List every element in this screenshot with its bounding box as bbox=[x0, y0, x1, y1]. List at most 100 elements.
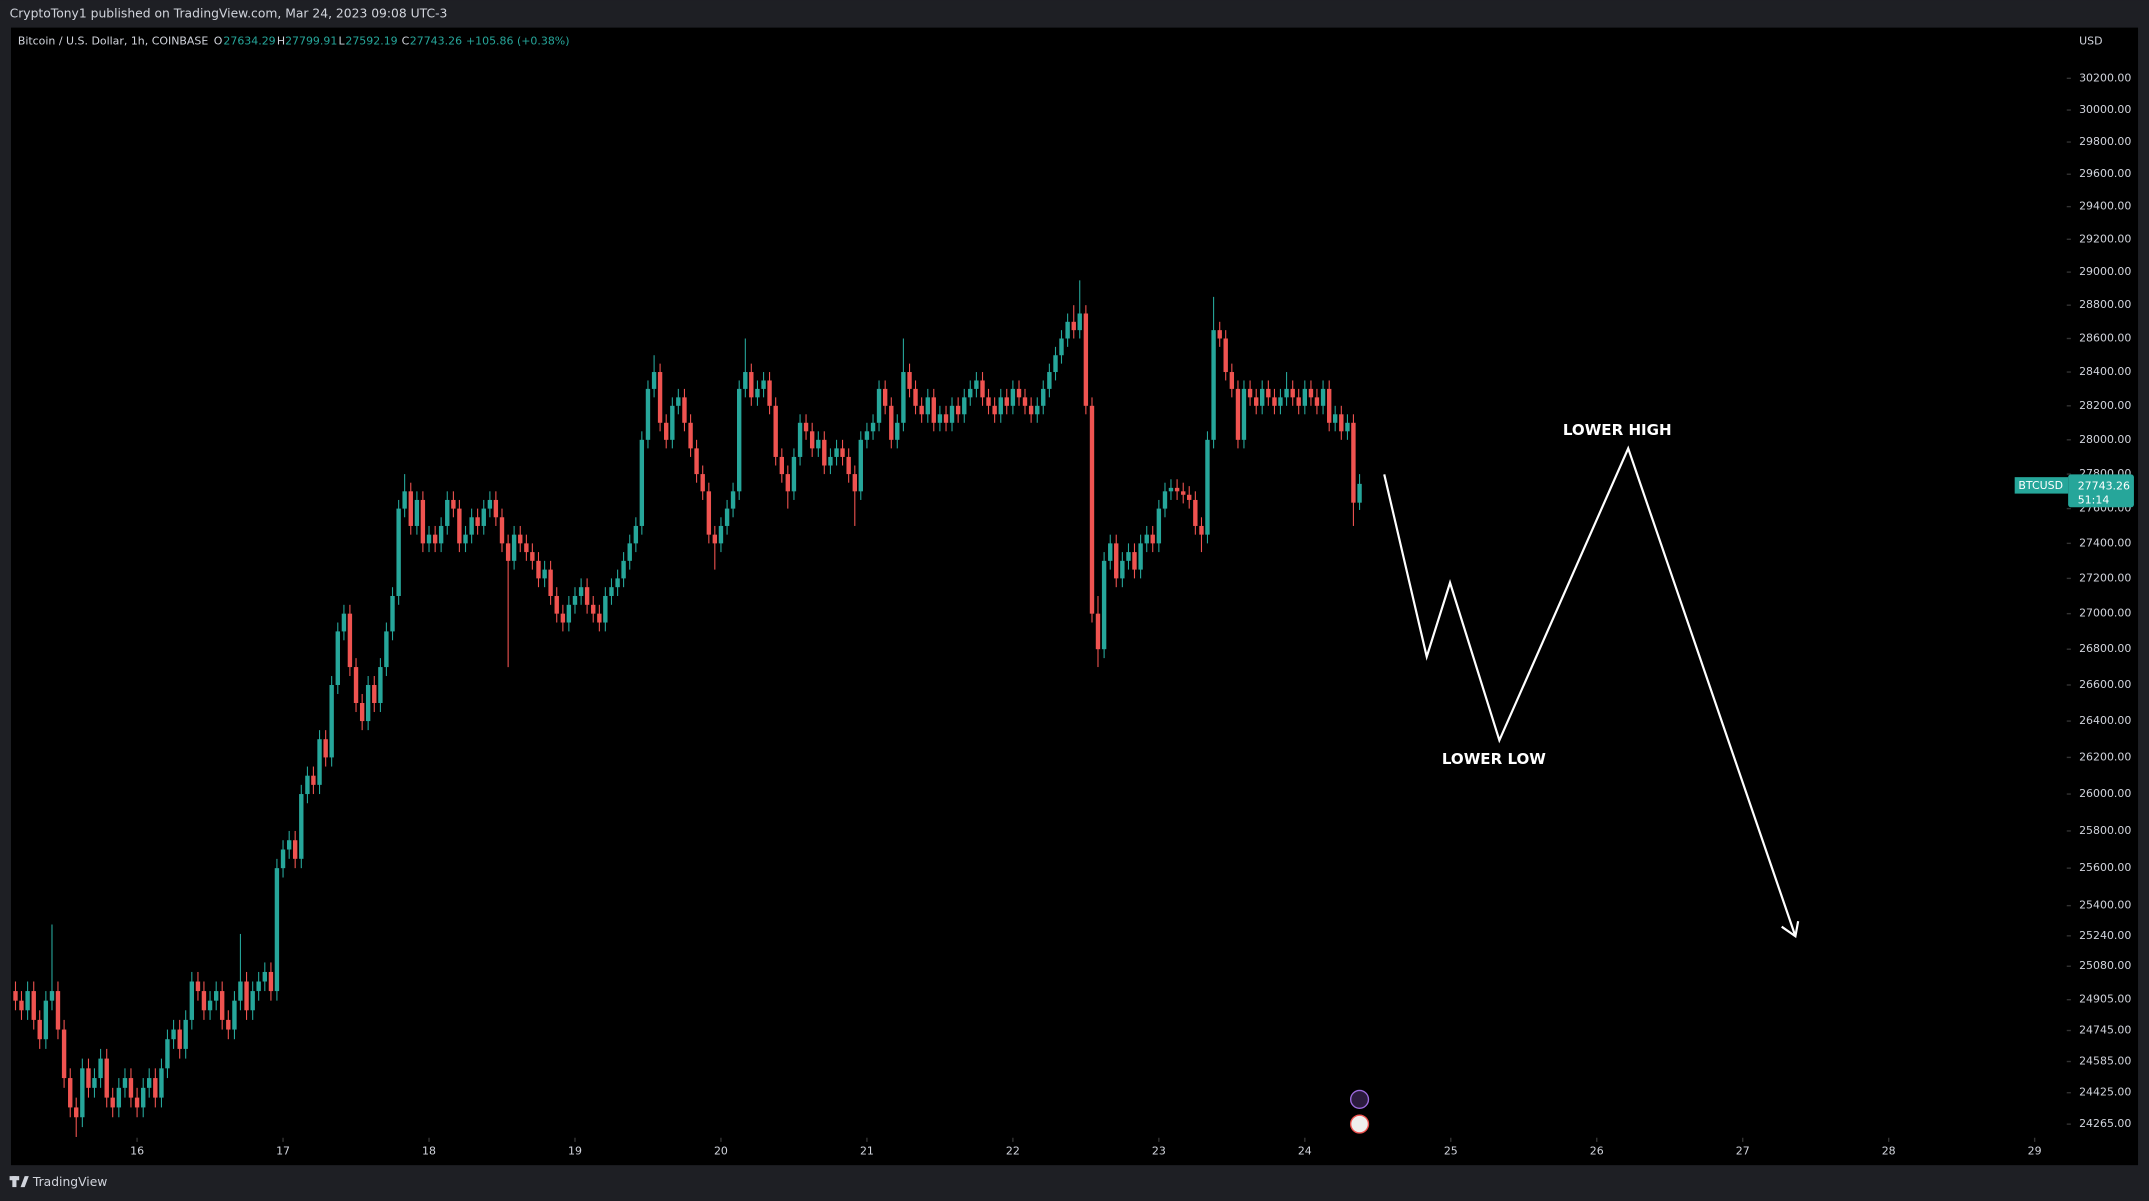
candle-body bbox=[493, 499, 499, 518]
y-tick-label: 26600.00 bbox=[2079, 678, 2131, 691]
y-tick-label: 27400.00 bbox=[2079, 536, 2131, 549]
event-icon[interactable] bbox=[1349, 1114, 1370, 1134]
y-tick-label: 30000.00 bbox=[2079, 103, 2131, 116]
candle-body bbox=[1260, 388, 1265, 406]
candle-body bbox=[755, 388, 760, 398]
candle-body bbox=[329, 684, 334, 758]
candle-body bbox=[232, 1000, 237, 1030]
candles bbox=[13, 280, 1362, 1137]
candle-body bbox=[651, 372, 657, 389]
y-tick-label: 30200.00 bbox=[2079, 71, 2131, 84]
candle-body bbox=[907, 372, 912, 389]
candle-body bbox=[572, 595, 578, 605]
candle-body bbox=[1065, 321, 1070, 339]
candle-body bbox=[299, 794, 304, 859]
low-label: L bbox=[339, 34, 346, 47]
candle-body bbox=[116, 1087, 122, 1108]
candle-body bbox=[980, 380, 985, 398]
y-tick-label: 24265.00 bbox=[2079, 1117, 2131, 1130]
candle-body bbox=[499, 517, 505, 544]
x-tick-label: 24 bbox=[1298, 1144, 1312, 1157]
candle-body bbox=[779, 456, 785, 475]
currency: USD bbox=[2079, 34, 2102, 47]
candle-body bbox=[627, 543, 632, 561]
candle-body bbox=[578, 587, 584, 596]
candle-body bbox=[1028, 405, 1034, 415]
price-tag-value: 27743.26 bbox=[2078, 480, 2130, 493]
candle-body bbox=[268, 971, 274, 992]
y-tick-label: 29400.00 bbox=[2079, 200, 2131, 213]
candle-body bbox=[147, 1078, 152, 1088]
candle-body bbox=[1247, 388, 1253, 398]
high-label: H bbox=[277, 34, 285, 47]
candle-body bbox=[749, 372, 754, 398]
x-tick-label: 21 bbox=[860, 1144, 874, 1157]
candle-body bbox=[214, 991, 219, 1001]
candle-body bbox=[700, 474, 705, 492]
candle-body bbox=[1187, 494, 1192, 500]
candle-body bbox=[1162, 491, 1168, 509]
candle-body bbox=[816, 439, 821, 449]
candle-body bbox=[639, 439, 645, 526]
candle-body bbox=[195, 981, 201, 992]
low-value: 27592.19 bbox=[345, 34, 397, 47]
candle-body bbox=[408, 491, 413, 526]
candle-body bbox=[876, 388, 882, 423]
candle-body bbox=[730, 491, 736, 509]
candle-body bbox=[1345, 422, 1350, 432]
y-tick-label: 26400.00 bbox=[2079, 714, 2131, 727]
candle-body bbox=[615, 578, 620, 588]
candle-body bbox=[1138, 543, 1143, 570]
candle-body bbox=[280, 849, 286, 869]
x-tick-label: 29 bbox=[2028, 1144, 2042, 1157]
candle-body bbox=[378, 667, 383, 704]
candle-body bbox=[1332, 414, 1338, 423]
candle-body bbox=[809, 431, 815, 449]
event-icon[interactable] bbox=[1349, 1089, 1370, 1109]
candle-body bbox=[998, 397, 1003, 415]
candle-body bbox=[341, 613, 347, 632]
candle-body bbox=[1241, 388, 1247, 440]
x-tick-label: 28 bbox=[1882, 1144, 1896, 1157]
candle-body bbox=[1101, 560, 1107, 650]
x-tick-label: 16 bbox=[130, 1144, 144, 1157]
candle-body bbox=[737, 388, 742, 492]
candle-body bbox=[682, 397, 687, 423]
candle-body bbox=[463, 534, 468, 544]
close-value: 27743.26 bbox=[410, 34, 462, 47]
candle-body bbox=[292, 840, 298, 859]
candle-body bbox=[882, 388, 888, 406]
candle-body bbox=[864, 431, 870, 440]
y-tick-label: 25400.00 bbox=[2079, 899, 2131, 912]
candle-body bbox=[25, 991, 30, 1011]
candle-body bbox=[724, 508, 730, 526]
candle-body bbox=[621, 560, 626, 579]
candle-body bbox=[49, 991, 55, 1001]
candle-body bbox=[390, 595, 395, 632]
x-tick-label: 20 bbox=[714, 1144, 728, 1157]
candle-body bbox=[505, 543, 511, 561]
candle-body bbox=[846, 456, 851, 475]
candle-body bbox=[1254, 397, 1259, 406]
candle-body bbox=[13, 991, 18, 1001]
candle-body bbox=[311, 775, 316, 785]
candle-body bbox=[986, 397, 991, 406]
candle-body bbox=[305, 775, 310, 795]
candle-body bbox=[43, 1000, 49, 1040]
x-tick-label: 17 bbox=[276, 1144, 290, 1157]
candle-body bbox=[256, 981, 261, 992]
candle-body bbox=[238, 981, 243, 1001]
footer-logo bbox=[9, 1176, 29, 1188]
y-tick-label: 28200.00 bbox=[2079, 399, 2131, 412]
candle-body bbox=[797, 422, 803, 457]
candle-body bbox=[1266, 388, 1271, 398]
candle-body bbox=[992, 405, 997, 415]
candle-body bbox=[524, 543, 529, 553]
symbol-tag bbox=[2014, 477, 2069, 494]
y-tick-label: 24585.00 bbox=[2079, 1055, 2131, 1068]
y-tick-label: 29000.00 bbox=[2079, 265, 2131, 278]
candle-body bbox=[1327, 388, 1332, 423]
candle-body bbox=[925, 397, 930, 415]
candle-body bbox=[250, 991, 255, 1011]
